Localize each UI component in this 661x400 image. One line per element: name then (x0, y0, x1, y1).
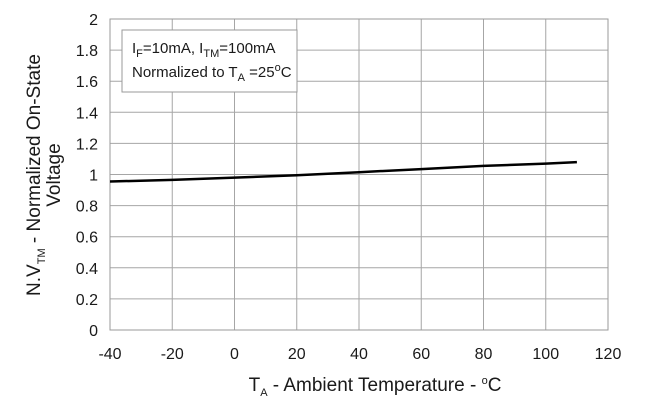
y-tick-label: 0.6 (76, 230, 98, 247)
y-tick-label: 1.6 (76, 74, 98, 91)
y-tick-label: 1.2 (76, 136, 98, 153)
x-axis-title: TA - Ambient Temperature - oC (249, 375, 502, 399)
y-tick-label: 0.2 (76, 292, 98, 309)
x-tick-label: 120 (595, 346, 622, 363)
x-tick-labels: -40 -20 0 20 40 60 80 100 120 (98, 346, 621, 363)
annotation: IF=10mA, ITM=100mA Normalized to TA =25o… (121, 29, 298, 93)
y-tick-labels: 0 0.2 0.4 0.6 0.8 1 1.2 1.4 1.6 1.8 2 (76, 12, 98, 340)
y-tick-label: 0.8 (76, 199, 98, 216)
x-tick-label: 80 (475, 346, 493, 363)
series-line (109, 160, 577, 183)
y-tick-label: 0 (89, 323, 98, 340)
x-tick-label: -20 (161, 346, 184, 363)
series-group (109, 160, 577, 183)
x-tick-label: 40 (350, 346, 368, 363)
y-tick-label: 1.4 (76, 105, 98, 122)
x-tick-label: 60 (412, 346, 430, 363)
plot-area-frame (109, 18, 609, 331)
x-tick-label: -40 (98, 346, 121, 363)
y-axis-title-line-2: Voltage (44, 143, 65, 206)
grid (109, 18, 609, 331)
y-tick-label: 2 (89, 12, 98, 29)
annotation-box (121, 29, 298, 93)
x-tick-label: 20 (288, 346, 306, 363)
annotation-line-1: IF=10mA, ITM=100mA (132, 40, 276, 60)
y-axis-title-line-1: N.VTM - Normalized On-State (24, 54, 48, 296)
y-tick-label: 1.8 (76, 43, 98, 60)
y-tick-label: 1 (89, 168, 98, 185)
x-tick-label: 0 (230, 346, 239, 363)
y-tick-label: 0.4 (76, 261, 98, 278)
annotation-line-2: Normalized to TA =25oC (132, 62, 292, 84)
x-tick-label: 100 (532, 346, 559, 363)
